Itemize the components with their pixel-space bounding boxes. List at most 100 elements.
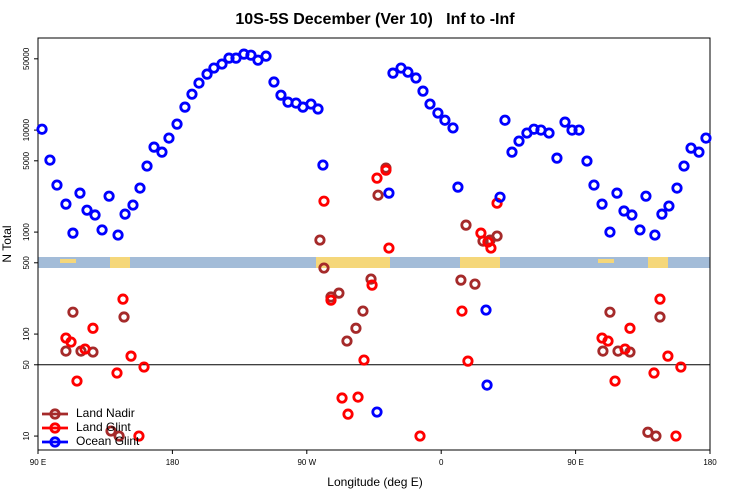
point xyxy=(333,287,345,299)
point xyxy=(111,367,123,379)
point xyxy=(506,146,518,158)
point xyxy=(654,293,666,305)
point xyxy=(342,408,354,420)
point xyxy=(65,336,77,348)
point xyxy=(138,361,150,373)
point xyxy=(60,345,72,357)
y-tick-label: 100 xyxy=(22,327,31,341)
point xyxy=(352,391,364,403)
point xyxy=(460,219,472,231)
point xyxy=(318,195,330,207)
point xyxy=(671,182,683,194)
point xyxy=(559,116,571,128)
point xyxy=(485,242,497,254)
legend-marker xyxy=(49,408,61,420)
point xyxy=(597,345,609,357)
y-tick-label: 50 xyxy=(22,360,31,369)
y-tick-label: 500 xyxy=(22,256,31,270)
point xyxy=(105,425,117,437)
point xyxy=(96,224,108,236)
point xyxy=(499,114,511,126)
point xyxy=(656,208,668,220)
point xyxy=(245,49,257,61)
point xyxy=(67,306,79,318)
point xyxy=(79,343,91,355)
point xyxy=(156,146,168,158)
point xyxy=(371,406,383,418)
y-tick-label: 5000 xyxy=(22,151,31,169)
point xyxy=(447,122,459,134)
point xyxy=(649,229,661,241)
point xyxy=(371,172,383,184)
point xyxy=(317,159,329,171)
legend-label: Land Glint xyxy=(76,420,131,434)
point xyxy=(125,350,137,362)
point xyxy=(201,68,213,80)
x-tick-label: 90 W xyxy=(297,458,316,467)
legend-label: Ocean Glint xyxy=(76,434,140,448)
point xyxy=(358,354,370,366)
point xyxy=(640,190,652,202)
point xyxy=(494,191,506,203)
point xyxy=(268,76,280,88)
point xyxy=(312,103,324,115)
point xyxy=(380,164,392,176)
point xyxy=(581,155,593,167)
point xyxy=(81,204,93,216)
point xyxy=(602,335,614,347)
point xyxy=(133,430,145,442)
point xyxy=(491,230,503,242)
x-tick-label: 0 xyxy=(439,458,444,467)
point xyxy=(648,367,660,379)
point xyxy=(654,311,666,323)
point xyxy=(439,114,451,126)
point xyxy=(670,430,682,442)
point xyxy=(619,343,631,355)
point xyxy=(372,189,384,201)
point xyxy=(573,124,585,136)
point xyxy=(216,58,228,70)
point xyxy=(543,127,555,139)
point xyxy=(452,181,464,193)
y-tick-label: 1000 xyxy=(22,223,31,241)
point xyxy=(387,67,399,79)
point xyxy=(350,322,362,334)
point xyxy=(71,375,83,387)
point xyxy=(186,88,198,100)
point xyxy=(275,89,287,101)
point xyxy=(634,224,646,236)
point xyxy=(611,187,623,199)
point xyxy=(193,77,205,89)
point xyxy=(383,187,395,199)
point xyxy=(366,279,378,291)
point xyxy=(60,198,72,210)
point xyxy=(424,98,436,110)
point xyxy=(624,322,636,334)
point xyxy=(417,85,429,97)
point xyxy=(119,208,131,220)
point xyxy=(67,227,79,239)
x-tick-label: 90 E xyxy=(567,458,583,467)
point xyxy=(662,350,674,362)
point xyxy=(141,160,153,172)
point xyxy=(341,335,353,347)
point xyxy=(179,101,191,113)
point xyxy=(432,107,444,119)
point xyxy=(469,278,481,290)
point xyxy=(596,198,608,210)
map-strip xyxy=(38,257,710,268)
legend-label: Land Nadir xyxy=(76,406,135,420)
point xyxy=(462,355,474,367)
point xyxy=(305,98,317,110)
point xyxy=(588,179,600,191)
point xyxy=(148,141,160,153)
point xyxy=(89,209,101,221)
point xyxy=(51,179,63,191)
point xyxy=(678,160,690,172)
point xyxy=(87,322,99,334)
point xyxy=(163,132,175,144)
legend-marker xyxy=(49,436,61,448)
point xyxy=(171,118,183,130)
x-axis-label: Longitude (deg E) xyxy=(327,475,422,489)
